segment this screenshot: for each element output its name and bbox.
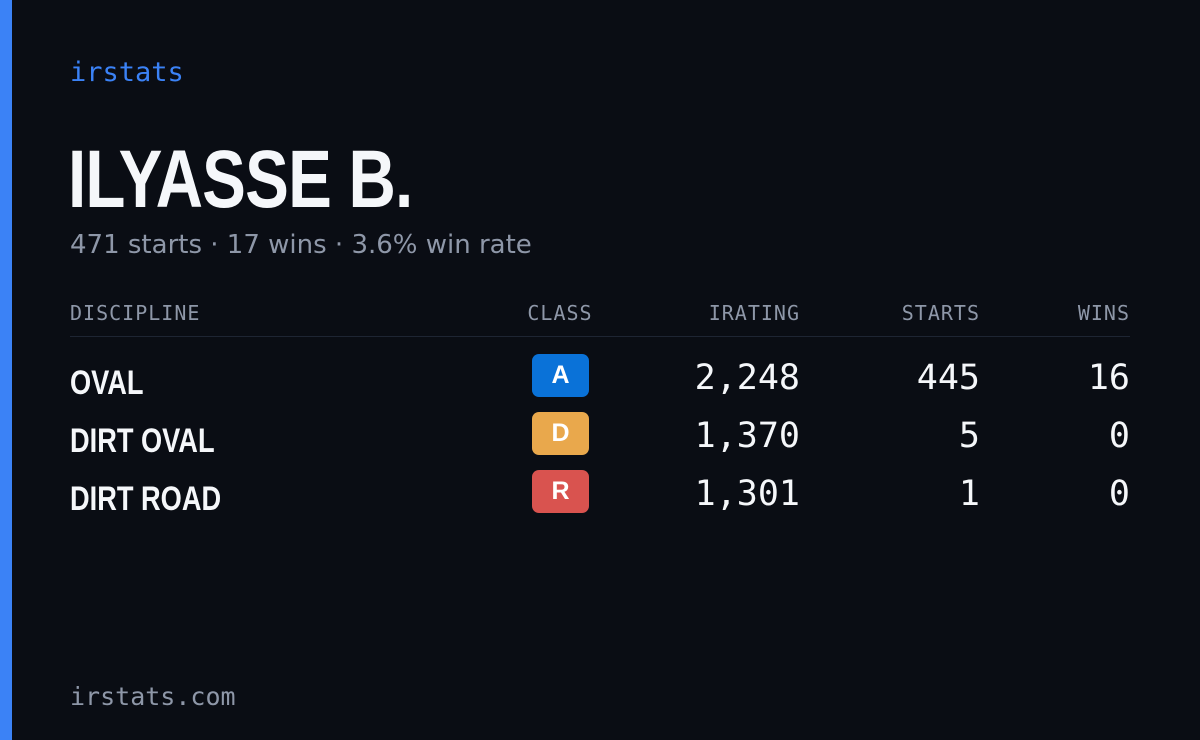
stats-table: DISCIPLINE CLASS IRATING STARTS WINS OVA… (70, 296, 1130, 518)
driver-name: ILYASSE B. (68, 134, 413, 225)
table-row: DIRT ROAD R 1,301 1 0 (70, 470, 1130, 528)
discipline-name: DIRT OVAL (70, 422, 215, 460)
header-starts: STARTS (901, 301, 980, 325)
driver-summary: 471 starts · 17 wins · 3.6% win rate (70, 230, 532, 260)
footer-url[interactable]: irstats.com (70, 682, 236, 711)
wins-value: 0 (1108, 416, 1130, 456)
header-wins: WINS (1077, 301, 1130, 325)
discipline-name: OVAL (70, 364, 144, 402)
class-badge: A (532, 354, 589, 397)
starts-value: 445 (916, 358, 980, 398)
brand-logo[interactable]: irstats (70, 57, 184, 88)
class-badge: R (532, 470, 589, 513)
discipline-name: DIRT ROAD (70, 480, 222, 518)
table-header: DISCIPLINE CLASS IRATING STARTS WINS (70, 296, 1130, 337)
class-badge: D (532, 412, 589, 455)
table-row: OVAL A 2,248 445 16 (70, 354, 1130, 412)
table-row: DIRT OVAL D 1,370 5 0 (70, 412, 1130, 470)
irating-value: 2,248 (694, 358, 800, 398)
starts-value: 1 (958, 474, 980, 514)
header-class: CLASS (527, 301, 593, 325)
wins-value: 0 (1108, 474, 1130, 514)
header-discipline: DISCIPLINE (70, 301, 201, 325)
starts-value: 5 (958, 416, 980, 456)
wins-value: 16 (1087, 358, 1130, 398)
irating-value: 1,370 (694, 416, 800, 456)
accent-bar (0, 0, 12, 740)
header-irating: IRATING (708, 301, 800, 325)
irating-value: 1,301 (694, 474, 800, 514)
